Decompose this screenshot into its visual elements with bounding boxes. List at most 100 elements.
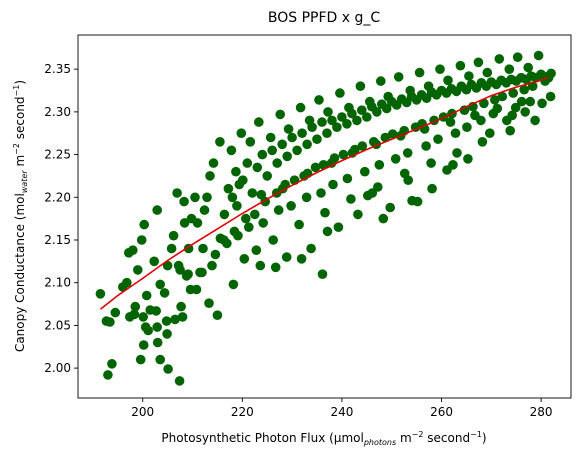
scatter-point (238, 175, 248, 185)
scatter-point (301, 192, 312, 203)
scatter-point (199, 205, 210, 215)
scatter-point (485, 128, 495, 138)
scatter-point (338, 149, 349, 160)
scatter-point (140, 322, 151, 332)
scatter-point (149, 256, 159, 267)
scatter-point (402, 148, 413, 158)
scatter-point (228, 279, 239, 290)
scatter-point (304, 115, 315, 126)
scatter-point (245, 137, 256, 147)
scatter-point (435, 64, 445, 74)
y-axis: 2.00 2.05 2.10 2.15 2.20 2.25 2.30 2.35 (44, 62, 78, 375)
scatter-point (530, 115, 540, 126)
scatter-point (459, 105, 470, 115)
scatter-point (219, 209, 230, 220)
y-tick-label: 2.30 (44, 105, 71, 119)
scatter-point (323, 107, 333, 117)
scatter-point (257, 149, 268, 160)
scatter-point (476, 115, 486, 126)
scatter-point (296, 253, 307, 264)
scatter-point (172, 188, 182, 198)
scatter-point (103, 370, 113, 380)
scatter-point (353, 209, 363, 220)
scatter-point (236, 128, 247, 138)
scatter-point (362, 112, 372, 122)
scatter-point (360, 166, 370, 177)
scatter-point (253, 117, 264, 127)
y-tick-label: 2.10 (44, 276, 71, 290)
scatter-point (525, 96, 535, 107)
scatter-point (162, 329, 172, 339)
scatter-point (241, 213, 251, 224)
scatter-point (512, 52, 523, 62)
scatter-point (177, 312, 188, 322)
scatter-point (210, 249, 221, 260)
scatter-point (378, 213, 389, 224)
scatter-point (376, 76, 386, 86)
scatter-point (252, 162, 263, 173)
scatter-point (421, 141, 431, 151)
scatter-point (312, 134, 322, 144)
scatter-point (273, 205, 284, 215)
scatter-point (464, 71, 474, 81)
scatter-point (244, 222, 254, 232)
scatter-point (176, 301, 186, 312)
scatter-point (326, 158, 337, 168)
scatter-point (390, 154, 401, 164)
plot-frame (77, 34, 572, 399)
scatter-point (380, 132, 391, 143)
scatter-point (488, 108, 499, 119)
scatter-point (281, 252, 292, 262)
scatter-point (170, 314, 180, 325)
scatter-point (355, 81, 366, 91)
scatter-point (190, 192, 200, 203)
scatter-point (344, 102, 354, 113)
scatter-point (272, 158, 283, 168)
scatter-point (166, 243, 177, 254)
scatter-point (505, 125, 515, 136)
scatter-point (141, 290, 152, 301)
scatter-point (427, 183, 437, 194)
scatter-point (277, 139, 288, 150)
scatter-point (286, 201, 296, 211)
scatter-point (232, 201, 242, 211)
scatter-point (151, 306, 161, 316)
scatter-point (520, 107, 530, 117)
scatter-point (463, 154, 473, 164)
scatter-point (179, 218, 190, 228)
scatter-point (317, 117, 327, 127)
scatter-point (205, 171, 215, 181)
scatter-point (306, 243, 316, 254)
x-tick-label: 200 (131, 405, 154, 419)
scatter-point (105, 317, 115, 327)
scatter-point (374, 160, 385, 170)
scatter-point (297, 128, 307, 138)
scatter-point (316, 188, 326, 198)
scatter-point (129, 309, 140, 320)
scatter-point (192, 218, 203, 228)
scatter-point (479, 98, 489, 109)
scatter-point (215, 137, 225, 147)
scatter-point (519, 84, 529, 95)
scatter-point (227, 192, 238, 203)
scatter-point (139, 219, 149, 230)
scatter-point (346, 194, 356, 204)
scatter-point (130, 301, 141, 312)
scatter-point (426, 158, 436, 168)
scatter-point (328, 179, 338, 190)
scatter-point (223, 183, 234, 194)
scatter-point (239, 253, 250, 264)
scatter-point (226, 145, 237, 156)
scatter-point (320, 207, 330, 218)
scatter-point (163, 364, 173, 374)
scatter-point (173, 260, 184, 271)
scatter-point (387, 129, 398, 139)
scatter-point (342, 119, 352, 129)
scatter-point (372, 107, 382, 117)
scatter-point (482, 67, 493, 78)
fit-curve-line (99, 76, 549, 310)
scatter-point (275, 109, 286, 120)
scatter-point (433, 134, 443, 144)
